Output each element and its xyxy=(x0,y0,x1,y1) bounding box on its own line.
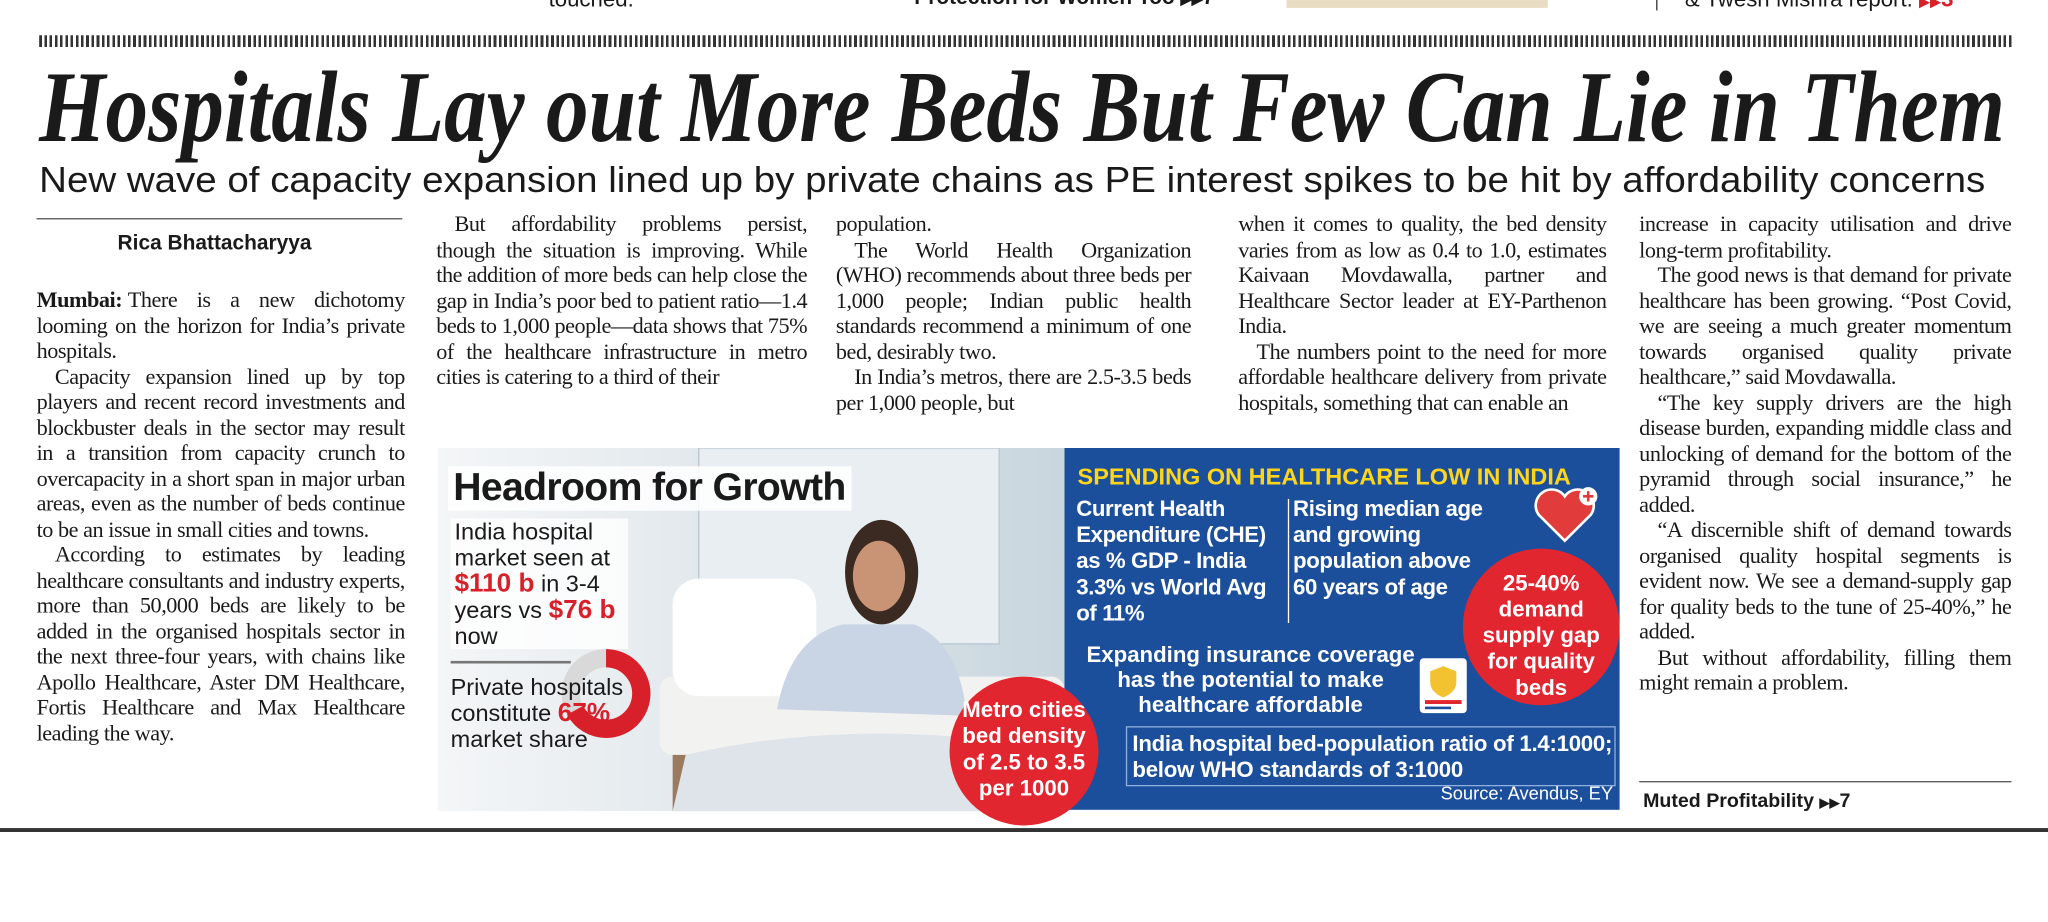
top-strip-rule xyxy=(1656,0,1658,11)
text: India hospital market seen at xyxy=(454,518,611,571)
che-text: Current Health Expenditure (CHE) as % GD… xyxy=(1076,496,1267,626)
highlight: $76 b xyxy=(548,595,616,625)
subheadline: New wave of capacity expansion lined up … xyxy=(39,159,1985,200)
dotted-rule xyxy=(39,35,2015,48)
infographic-title: Headroom for Growth xyxy=(447,466,851,511)
column: increase in capacity utilisation and dri… xyxy=(1639,211,2012,696)
insurance-icon xyxy=(1419,658,1467,714)
dateline: Mumbai: xyxy=(36,287,123,313)
divider xyxy=(450,660,571,664)
insurance-text: Expanding insurance coverage has the pot… xyxy=(1086,642,1415,718)
column: when it comes to quality, the bed densit… xyxy=(1238,211,1607,416)
metro-bubble xyxy=(949,676,1099,826)
jump-page: 7 xyxy=(1839,790,1851,813)
paragraph: In India’s metros, there are 2.5-3.5 bed… xyxy=(835,364,1192,415)
text: market share xyxy=(450,726,588,753)
top-strip-text: touched. xyxy=(549,0,634,13)
divider xyxy=(1287,498,1290,624)
paragraph: But without affordability, filling them … xyxy=(1639,644,2012,695)
paragraph: when it comes to quality, the bed densit… xyxy=(1238,211,1607,339)
median-age-text: Rising median age and growing population… xyxy=(1293,496,1483,600)
metro-bubble-text: Metro cities bed density of 2.5 to 3.5 p… xyxy=(962,697,1086,801)
jump-text: Muted Profitability xyxy=(1643,790,1814,813)
source: Source: Avendus, EY xyxy=(1440,782,1614,804)
jump-page: 3 xyxy=(1941,0,1953,12)
panel-title: SPENDING ON HEALTHCARE LOW IN INDIA xyxy=(1077,463,1571,490)
column: population. The World Health Organization… xyxy=(835,211,1192,416)
column: But affordability problems persist, thou… xyxy=(436,212,807,390)
headline: Hospitals Lay out More Beds But Few Can … xyxy=(38,52,2005,164)
gap-bubble-text: 25-40% demand supply gap for quality bed… xyxy=(1482,570,1600,701)
heart-icon xyxy=(1534,487,1598,543)
paragraph: The numbers point to the need for more a… xyxy=(1238,338,1607,415)
paragraph: The World Health Organization (WHO) reco… xyxy=(835,237,1192,364)
paragraph: Capacity expansion lined up by top playe… xyxy=(36,363,406,542)
column: Mumbai: There is a new dichotomy looming … xyxy=(36,287,406,746)
jump-line: Muted Profitability ▶▶7 xyxy=(1643,790,1850,812)
jump-rule xyxy=(1639,781,2012,783)
paragraph-text: There is a new dichotomy looming on the … xyxy=(36,287,406,364)
highlight: $110 b xyxy=(454,569,535,599)
text: in 3-4 years vs xyxy=(454,570,600,624)
jump-page: 7 xyxy=(1203,0,1215,9)
donut-share xyxy=(561,649,651,738)
market-size: India hospital market seen at $110 b in … xyxy=(450,518,629,650)
paragraph: population. xyxy=(835,211,932,237)
paragraph: Mumbai: There is a new dichotomy looming … xyxy=(36,287,406,364)
face xyxy=(852,540,906,612)
top-strip-box xyxy=(1286,0,1548,8)
paragraph: According to estimates by leading health… xyxy=(36,542,406,746)
jump-arrows: ▶▶ xyxy=(1918,0,1942,11)
text: Private hospitals constitute xyxy=(450,673,624,727)
byline: Rica Bhattacharyya xyxy=(117,232,312,255)
donut xyxy=(561,649,651,738)
jump-arrows: ▶▶ xyxy=(1180,0,1203,8)
bottom-rule xyxy=(0,828,2048,832)
headline-area: Hospitals Lay out More Beds But Few Can … xyxy=(38,52,2005,200)
text: now xyxy=(454,623,498,650)
paragraph: “A discernible shift of demand towards o… xyxy=(1639,517,2012,644)
byline-rule xyxy=(36,218,403,220)
paragraph: But affordability problems persist, thou… xyxy=(436,211,808,390)
highlight: 67% xyxy=(557,698,611,728)
jump-arrows: ▶▶ xyxy=(1819,796,1840,812)
top-strip-text: & Twesh Mishra report. ▶▶3 xyxy=(1685,0,1954,13)
credit: & Twesh Mishra report. xyxy=(1685,0,1913,12)
ratio-box xyxy=(1125,726,1616,787)
paragraph: increase in capacity utilisation and dri… xyxy=(1639,211,2012,262)
gap-bubble xyxy=(1462,548,1620,706)
private-share: Private hospitals constitute 67% market … xyxy=(451,674,634,752)
pillow xyxy=(672,578,817,697)
gown xyxy=(777,624,967,716)
ratio-text: India hospital bed-population ratio of 1… xyxy=(1132,731,1613,783)
jump-text: Protection for Women Too xyxy=(914,0,1174,9)
paragraph: “The key supply drivers are the high dis… xyxy=(1639,389,2012,517)
top-strip-jump: Protection for Women Too ▶▶7 xyxy=(914,0,1214,10)
paragraph: The good news is that demand for private… xyxy=(1639,262,2012,390)
